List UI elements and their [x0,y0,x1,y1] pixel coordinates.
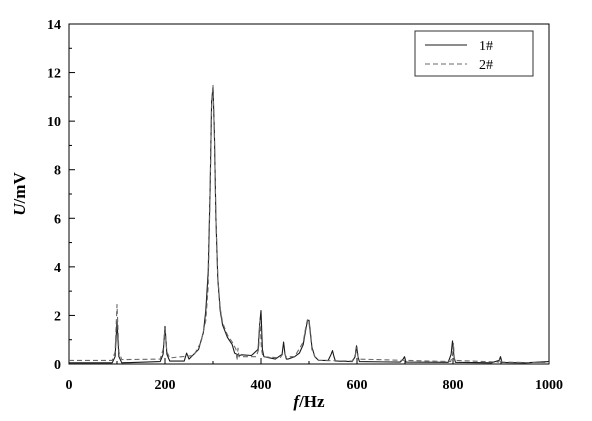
x-tick-label: 600 [347,378,368,393]
x-tick-label: 0 [66,378,73,393]
y-tick-label: 10 [47,115,61,130]
x-axis-ticks: 0 200 400 600 800 1000 [66,358,563,393]
y-tick-label: 4 [54,261,61,276]
series-layer [69,84,550,364]
x-tick-label: 200 [155,378,176,393]
x-tick-label: 800 [443,378,464,393]
series-line-1 [69,86,550,364]
legend-label-series-2: 2# [479,58,493,73]
x-axis-unit: /Hz [298,392,325,411]
legend: 1# 2# [414,30,534,77]
y-tick-label: 0 [54,358,61,373]
y-tick-label: 12 [47,67,61,82]
y-tick-label: 2 [54,309,61,324]
y-axis-variable: U [10,203,29,216]
x-axis-title: f/Hz [293,392,325,411]
series-line-2 [69,84,549,364]
y-axis-title: U/mV [10,172,29,216]
y-tick-label: 8 [54,164,61,179]
y-tick-label: 6 [54,212,61,227]
y-tick-label: 14 [47,18,61,33]
x-tick-label: 1000 [535,378,563,393]
x-tick-label: 400 [251,378,272,393]
legend-box [414,30,534,77]
legend-label-series-1: 1# [479,39,493,54]
y-axis-unit: /mV [10,172,29,205]
x-axis-variable: f [293,392,301,411]
y-axis-ticks: 0 2 4 6 8 10 12 14 [47,18,75,373]
